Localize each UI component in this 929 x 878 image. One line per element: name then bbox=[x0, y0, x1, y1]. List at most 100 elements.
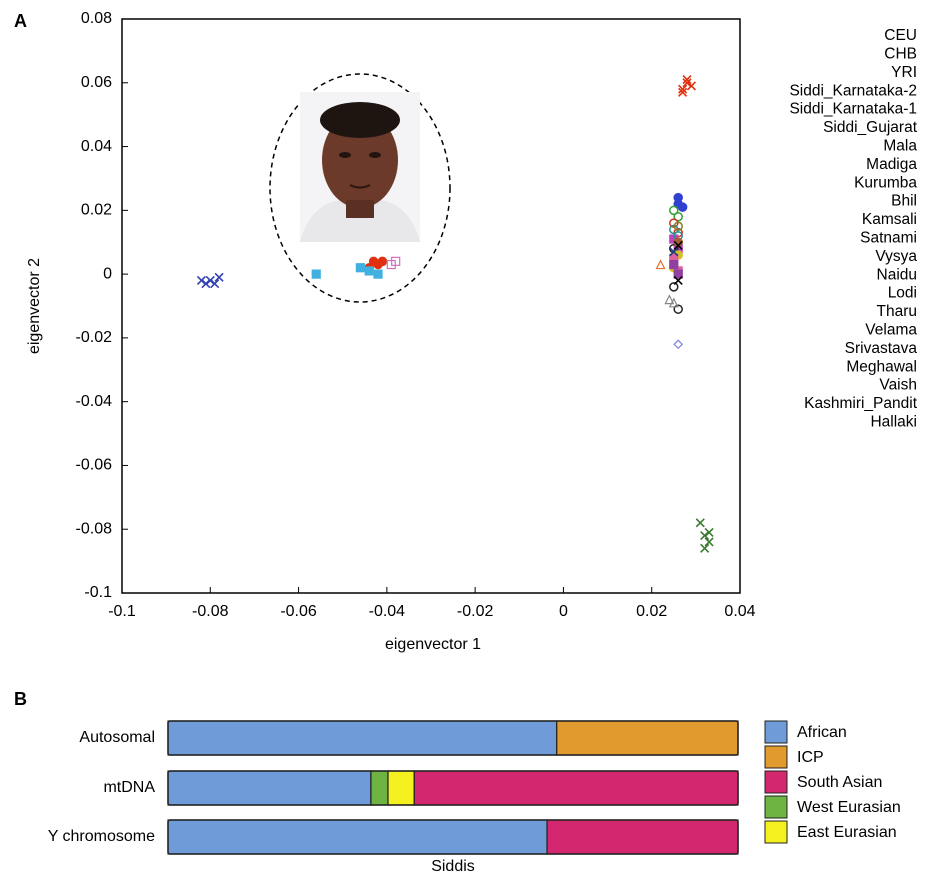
legend-swatch bbox=[764, 770, 788, 794]
bar-segment bbox=[387, 770, 415, 806]
legend-label: Madiga bbox=[866, 156, 917, 173]
bar-segment bbox=[167, 770, 372, 806]
point bbox=[364, 266, 374, 276]
point bbox=[355, 263, 365, 273]
legend-label: West Eurasian bbox=[797, 799, 901, 816]
y-tick-label: 0.02 bbox=[81, 202, 112, 219]
legend-label: Tharu bbox=[877, 303, 918, 320]
x-tick-label: -0.04 bbox=[369, 603, 406, 620]
legend-label: Siddi_Gujarat bbox=[823, 119, 918, 136]
point bbox=[668, 297, 679, 308]
legend-swatch bbox=[764, 795, 788, 819]
bar-segment bbox=[413, 770, 739, 806]
bar-outline bbox=[167, 819, 739, 855]
legend-label: Srivastava bbox=[845, 340, 918, 357]
point bbox=[205, 275, 215, 286]
point bbox=[373, 269, 383, 279]
x-tick-label: -0.02 bbox=[457, 603, 494, 620]
point bbox=[695, 518, 705, 528]
legend-label: Mala bbox=[883, 137, 917, 154]
x-tick-label: -0.06 bbox=[280, 603, 317, 620]
legend-swatch bbox=[764, 720, 788, 744]
bar-segment bbox=[556, 720, 739, 756]
y-tick-label: Y chromosome bbox=[48, 828, 155, 845]
panel-label: A bbox=[14, 11, 27, 31]
point bbox=[673, 269, 683, 279]
legend-label: Meghawal bbox=[846, 358, 917, 375]
y-axis-label: eigenvector 2 bbox=[26, 258, 43, 354]
legend-label: Bhil bbox=[891, 193, 917, 210]
legend-label: South Asian bbox=[797, 774, 882, 791]
point bbox=[201, 279, 211, 289]
legend-swatch bbox=[764, 745, 788, 769]
x-tick-label: -0.08 bbox=[192, 603, 229, 620]
y-tick-label: -0.02 bbox=[76, 329, 113, 346]
y-tick-label: -0.08 bbox=[76, 520, 113, 537]
point bbox=[669, 259, 679, 270]
y-tick-label: 0.04 bbox=[81, 138, 112, 155]
point bbox=[673, 240, 683, 250]
legend-label: East Eurasian bbox=[797, 824, 897, 841]
legend-label: Lodi bbox=[888, 285, 917, 302]
bar-segment bbox=[370, 770, 389, 806]
legend-label: CEU bbox=[884, 27, 917, 44]
x-axis-label: Siddis bbox=[431, 858, 475, 875]
point bbox=[669, 282, 679, 292]
legend-label: Satnami bbox=[860, 229, 917, 246]
point bbox=[700, 531, 710, 541]
point bbox=[669, 205, 679, 216]
y-tick-label: 0.06 bbox=[81, 74, 112, 91]
point bbox=[377, 256, 388, 267]
legend-label: Velama bbox=[865, 321, 917, 338]
y-tick-label: mtDNA bbox=[103, 779, 155, 796]
point bbox=[214, 272, 224, 282]
legend-label: Siddi_Karnataka-1 bbox=[789, 101, 917, 118]
point bbox=[677, 202, 688, 212]
legend-label: Naidu bbox=[877, 266, 918, 283]
point bbox=[682, 75, 692, 85]
legend-label: Siddi_Karnataka-2 bbox=[789, 82, 917, 99]
point bbox=[673, 339, 684, 350]
y-tick-label: 0.08 bbox=[81, 10, 112, 27]
point bbox=[673, 304, 683, 314]
legend-swatch bbox=[764, 820, 788, 844]
x-tick-label: 0.02 bbox=[636, 603, 667, 620]
bar-segment bbox=[167, 720, 558, 756]
point bbox=[664, 294, 675, 305]
portrait bbox=[269, 73, 451, 303]
y-tick-label: -0.04 bbox=[76, 393, 113, 410]
x-axis-label: eigenvector 1 bbox=[385, 636, 481, 653]
legend-label: Kurumba bbox=[854, 174, 917, 191]
x-tick-label: 0 bbox=[559, 603, 568, 620]
point bbox=[669, 247, 679, 257]
point bbox=[311, 269, 321, 279]
y-tick-label: -0.06 bbox=[76, 457, 113, 474]
legend-label: YRI bbox=[891, 64, 917, 81]
point bbox=[673, 221, 683, 232]
y-tick-label: Autosomal bbox=[79, 729, 155, 746]
legend-label: Kashmiri_Pandit bbox=[804, 395, 918, 412]
point bbox=[673, 275, 683, 286]
legend-label: CHB bbox=[884, 45, 917, 62]
point bbox=[673, 211, 683, 222]
point bbox=[210, 279, 220, 289]
bar-outline bbox=[167, 720, 739, 756]
legend-label: Kamsali bbox=[862, 211, 917, 228]
y-tick-label: 0 bbox=[103, 265, 112, 282]
y-tick-label: -0.1 bbox=[84, 584, 112, 601]
bar-outline bbox=[167, 770, 739, 806]
point bbox=[678, 87, 688, 97]
bar-segment bbox=[167, 819, 548, 855]
point bbox=[655, 259, 666, 270]
point bbox=[678, 84, 688, 94]
point bbox=[686, 81, 697, 91]
point bbox=[704, 537, 714, 547]
legend-label: Vaish bbox=[879, 377, 917, 394]
point bbox=[682, 78, 692, 88]
point bbox=[704, 527, 714, 537]
point bbox=[700, 543, 710, 553]
point bbox=[196, 275, 207, 286]
x-tick-label: -0.1 bbox=[108, 603, 136, 620]
legend-label: African bbox=[797, 724, 847, 741]
